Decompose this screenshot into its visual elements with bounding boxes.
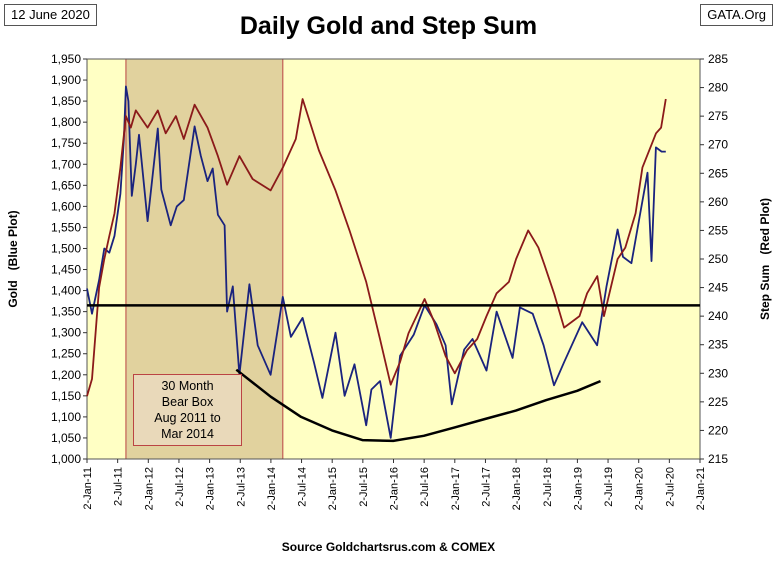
y-right-tick-label: 265	[708, 166, 728, 180]
x-tick-label: 2-Jul-14	[297, 467, 309, 507]
y-right-tick-label: 235	[708, 338, 728, 352]
y-left-tick-label: 1,000	[51, 452, 81, 466]
y-left-tick-label: 1,950	[51, 52, 81, 66]
x-tick-label: 2-Jan-12	[143, 467, 155, 510]
x-tick-label: 2-Jan-20	[634, 467, 646, 510]
y-right-tick-label: 230	[708, 366, 728, 380]
y-right-tick-label: 250	[708, 252, 728, 266]
y-right-tick-label: 245	[708, 281, 728, 295]
y-left-tick-label: 1,050	[51, 431, 81, 445]
x-tick-label: 2-Jan-14	[266, 467, 278, 510]
y-left-tick-label: 1,700	[51, 157, 81, 171]
x-tick-label: 2-Jan-19	[572, 467, 584, 510]
y-left-tick-label: 1,800	[51, 115, 81, 129]
date-label: 12 June 2020	[4, 4, 97, 26]
y-left-tick-label: 1,250	[51, 347, 81, 361]
trend-curve	[235, 368, 601, 443]
y-right-tick-label: 285	[708, 52, 728, 66]
x-tick-label: 2-Jul-13	[235, 467, 247, 507]
y-right-tick-label: 260	[708, 195, 728, 209]
x-tick-label: 2-Jul-11	[113, 467, 125, 506]
y-left-tick-label: 1,650	[51, 178, 81, 192]
bear-box-annotation: 30 Month Bear Box Aug 2011 to Mar 2014	[133, 374, 242, 446]
x-tick-label: 2-Jul-16	[419, 467, 431, 507]
y-left-tick-label: 1,300	[51, 326, 81, 340]
y-left-tick-label: 1,600	[51, 199, 81, 213]
x-tick-label: 2-Jan-18	[511, 467, 523, 510]
y-left-tick-label: 1,200	[51, 368, 81, 382]
y-left-tick-label: 1,350	[51, 305, 81, 319]
y-left-tick-label: 1,750	[51, 136, 81, 150]
x-tick-label: 2-Jul-12	[174, 467, 186, 507]
series-line-step-sum	[86, 98, 667, 397]
site-label: GATA.Org	[700, 4, 773, 26]
x-tick-label: 2-Jul-15	[358, 467, 370, 507]
x-tick-label: 2-Jul-19	[603, 467, 615, 507]
y-left-tick-label: 1,100	[51, 410, 81, 424]
x-tick-label: 2-Jan-11	[82, 467, 94, 510]
y-right-tick-label: 215	[708, 452, 728, 466]
y-left-tick-label: 1,400	[51, 284, 81, 298]
y-right-tick-label: 280	[708, 81, 728, 95]
y-left-tick-label: 1,900	[51, 73, 81, 87]
x-tick-label: 2-Jul-17	[480, 467, 492, 507]
y-left-tick-label: 1,150	[51, 389, 81, 403]
source-label: Source Goldchartsrus.com & COMEX	[281, 540, 496, 554]
x-tick-label: 2-Jan-15	[327, 467, 339, 510]
y-right-tick-label: 225	[708, 395, 728, 409]
series-line-gold	[86, 85, 666, 439]
x-tick-label: 2-Jan-17	[450, 467, 462, 510]
y-left-tick-label: 1,550	[51, 220, 81, 234]
y-right-tick-label: 240	[708, 309, 728, 323]
y-right-tick-label: 220	[708, 423, 728, 437]
y-left-tick-label: 1,450	[51, 263, 81, 277]
y-left-tick-label: 1,850	[51, 94, 81, 108]
x-tick-label: 2-Jul-20	[664, 467, 676, 507]
y-right-tick-label: 275	[708, 109, 728, 123]
y-right-tick-label: 270	[708, 138, 728, 152]
x-tick-label: 2-Jan-21	[695, 467, 707, 510]
x-tick-label: 2-Jul-18	[542, 467, 554, 507]
y-right-tick-label: 255	[708, 223, 728, 237]
x-tick-label: 2-Jan-13	[205, 467, 217, 510]
chart-title: Daily Gold and Step Sum	[239, 12, 538, 40]
x-tick-label: 2-Jan-16	[389, 467, 401, 510]
y-left-tick-label: 1,500	[51, 241, 81, 255]
